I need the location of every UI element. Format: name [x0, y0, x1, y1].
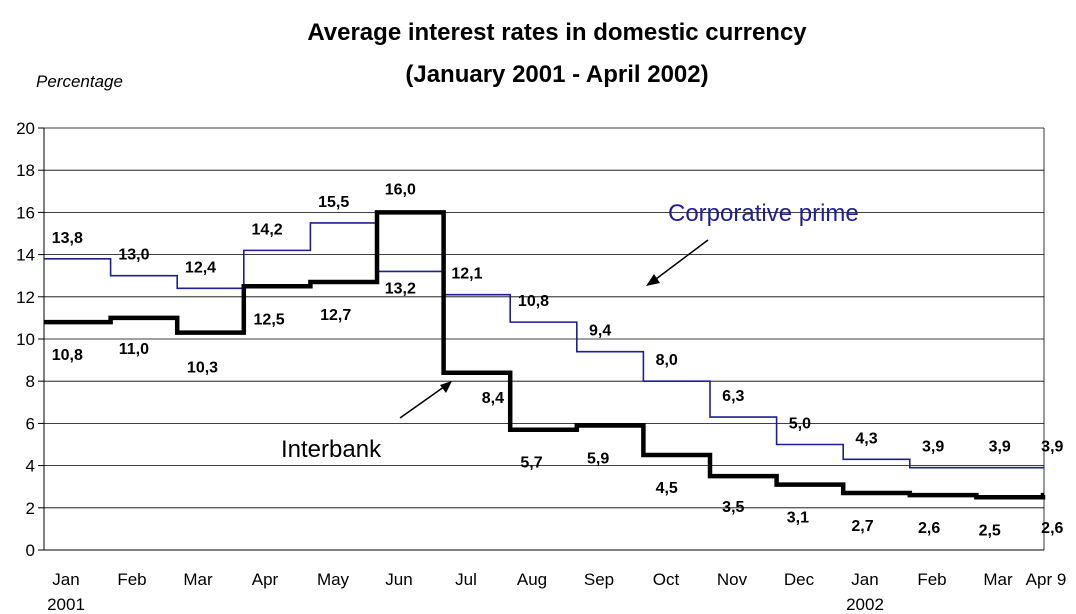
data-label-corporative-prime: 12,4: [185, 259, 216, 276]
data-label-interbank: 12,5: [254, 311, 285, 328]
data-label-corporative-prime: 12,1: [451, 266, 482, 283]
y-tick-label: 6: [26, 414, 35, 433]
data-label-corporative-prime: 13,8: [52, 230, 83, 247]
y-tick-label: 18: [16, 161, 35, 180]
series-lines: [44, 210, 1046, 500]
data-label-interbank: 10,3: [187, 360, 218, 377]
data-label-interbank: 3,1: [787, 510, 809, 527]
x-tick-label: Feb: [117, 570, 146, 589]
series-line-corporative-prime: [44, 222, 1044, 469]
x-tick-label: Nov: [717, 570, 748, 589]
x-tick-label: Mar: [983, 570, 1013, 589]
x-tick-label: Feb: [917, 570, 946, 589]
data-label-interbank: 2,6: [1041, 520, 1063, 537]
interbank-arrow-line: [399, 383, 449, 419]
data-label-corporative-prime: 3,9: [922, 439, 944, 456]
data-label-interbank: 16,0: [385, 181, 416, 198]
gridlines: [44, 127, 1044, 509]
y-tick-label: 12: [16, 288, 35, 307]
y-axis-label: Percentage: [36, 72, 123, 91]
x-tick-label: Apr: [252, 570, 279, 589]
data-label-interbank: 11,0: [119, 341, 149, 358]
data-label-corporative-prime: 13,0: [118, 247, 149, 264]
y-tick-label: 20: [16, 119, 35, 138]
axes: 0 2 4 6 8 10 12 14 16 18 20 Jan 2001 Feb Mar Apr May Jun J…: [16, 119, 1066, 614]
corporative-arrow-head: [646, 274, 660, 286]
y-tick-label: 16: [16, 203, 35, 222]
data-label-interbank: 3,5: [722, 499, 744, 516]
data-label-interbank: 4,5: [656, 480, 678, 497]
data-label-corporative-prime: 6,3: [722, 388, 744, 405]
x-tick-label: Oct: [653, 570, 680, 589]
data-label-interbank: 5,7: [520, 455, 542, 472]
y-tick-label: 8: [26, 372, 35, 391]
x-tick-label: Sep: [584, 570, 614, 589]
data-label-interbank: 2,5: [979, 522, 1001, 539]
data-label-corporative-prime: 8,0: [656, 352, 678, 369]
data-label-interbank: 10,8: [52, 347, 83, 364]
data-label-corporative-prime: 5,0: [789, 416, 811, 433]
x-tick-label: Jan: [851, 570, 878, 589]
chart-subtitle: (January 2001 - April 2002): [405, 61, 708, 88]
y-tick-label: 10: [16, 330, 35, 349]
chart-title: Average interest rates in domestic curre…: [307, 19, 807, 46]
data-label-interbank: 2,7: [851, 518, 873, 535]
y-tick-label: 4: [26, 457, 35, 476]
x-tick-label: Jul: [455, 570, 477, 589]
x-tick-label: Apr 9: [1026, 570, 1067, 589]
data-label-interbank: 8,4: [482, 390, 504, 407]
data-label-corporative-prime: 10,8: [518, 293, 549, 310]
data-label-interbank: 5,9: [587, 451, 609, 468]
data-label-corporative-prime: 9,4: [589, 323, 611, 340]
data-label-interbank: 12,7: [320, 307, 351, 324]
data-label-corporative-prime: 3,9: [1041, 439, 1063, 456]
data-label-corporative-prime: 4,3: [855, 430, 877, 447]
x-tick-label: May: [317, 570, 350, 589]
x-tick-sublabel: 2002: [846, 595, 884, 614]
y-tick-label: 2: [26, 499, 35, 518]
data-label-interbank: 2,6: [918, 520, 940, 537]
data-label-corporative-prime: 15,5: [318, 194, 349, 211]
y-tick-label: 14: [16, 246, 35, 265]
series-label-interbank: Interbank: [281, 436, 382, 463]
x-tick-label: Jan: [52, 570, 79, 589]
x-tick-label: Dec: [784, 570, 815, 589]
x-tick-sublabel: 2001: [47, 595, 85, 614]
data-label-corporative-prime: 3,9: [989, 439, 1011, 456]
corporative-arrow-line: [651, 239, 709, 283]
x-tick-label: Aug: [517, 570, 547, 589]
series-label-corporative-prime: Corporative prime: [668, 200, 859, 227]
x-tick-label: Jun: [385, 570, 412, 589]
data-label-corporative-prime: 13,2: [385, 280, 416, 297]
series-line-interbank: [44, 210, 1046, 500]
interbank-arrow-head: [440, 381, 452, 393]
data-label-corporative-prime: 14,2: [252, 221, 283, 238]
data-labels: 13,8 13,0 12,4 14,2 15,5 13,2 12,1 10,8 9,4 8,0 6,…: [52, 181, 1064, 539]
y-tick-label: 0: [26, 541, 35, 560]
x-tick-label: Mar: [183, 570, 213, 589]
